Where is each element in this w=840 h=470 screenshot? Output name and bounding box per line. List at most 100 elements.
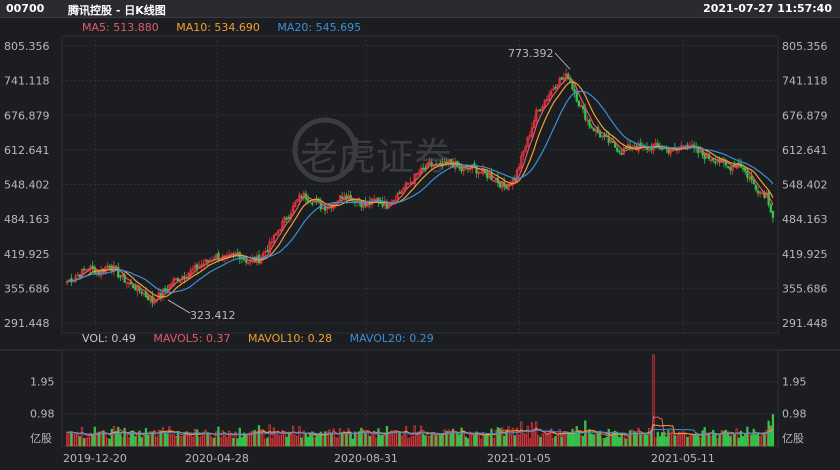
volume-bar xyxy=(268,424,271,447)
volume-bar xyxy=(398,432,401,447)
volume-bar xyxy=(330,433,333,447)
volume-bar xyxy=(483,434,487,447)
candle-body xyxy=(520,155,523,169)
volume-bar xyxy=(185,431,188,447)
date-tick: 2020-04-28 xyxy=(185,452,249,465)
volume-bar xyxy=(375,437,378,447)
candle-body xyxy=(277,230,280,235)
volume-bar xyxy=(754,434,758,447)
candle-body xyxy=(752,179,755,185)
volume-bar xyxy=(641,435,644,447)
volume-bar xyxy=(217,426,220,447)
candle-body xyxy=(515,169,519,182)
candle-body xyxy=(409,181,412,184)
volume-bar xyxy=(537,435,540,447)
price-tick-right: 805.356 xyxy=(782,40,828,53)
volume-bar xyxy=(690,434,694,447)
volume-bar xyxy=(526,425,529,447)
price-tick-left: 805.356 xyxy=(4,40,50,53)
candle-body xyxy=(748,177,751,179)
candle-body xyxy=(164,288,167,291)
candle-body xyxy=(601,135,604,138)
volume-bar xyxy=(317,435,320,447)
candle-body xyxy=(611,141,615,143)
candle-body xyxy=(268,241,271,254)
candle-body xyxy=(552,88,555,91)
volume-bar xyxy=(334,437,337,447)
candle-body xyxy=(607,135,610,143)
candle-body xyxy=(85,269,88,271)
volume-bar xyxy=(494,429,497,447)
candle-body xyxy=(70,277,73,283)
volume-bar xyxy=(349,433,352,447)
volume-bar xyxy=(106,438,109,447)
volume-bar xyxy=(114,430,118,447)
date-tick: 2021-05-11 xyxy=(651,452,715,465)
volume-bar xyxy=(712,429,715,447)
candle-body xyxy=(417,172,421,175)
volume-bar xyxy=(643,434,647,447)
volume-bar xyxy=(569,433,572,447)
candle-body xyxy=(558,77,561,85)
candle-body xyxy=(136,284,139,292)
volume-bar xyxy=(628,430,632,447)
candle-body xyxy=(588,120,591,127)
volume-bar xyxy=(362,429,365,447)
volume-bar xyxy=(166,433,169,447)
volume-bar xyxy=(492,438,495,447)
volume-bar xyxy=(596,432,600,447)
volume-bar xyxy=(323,431,327,447)
volume-bar xyxy=(750,434,753,447)
volume-bar xyxy=(132,430,135,447)
volume-bar xyxy=(85,437,88,447)
volume-bar xyxy=(164,431,167,447)
volume-bar xyxy=(763,432,766,447)
candle-body xyxy=(454,161,457,169)
watermark-logo-icon xyxy=(292,117,358,183)
volume-bar xyxy=(193,428,197,447)
volume-bar xyxy=(488,435,491,447)
volume-bar xyxy=(652,354,655,447)
volume-bar xyxy=(221,430,224,447)
volume-bar xyxy=(769,425,772,447)
volume-bar xyxy=(588,429,591,447)
candle-body xyxy=(741,167,745,170)
volume-bar xyxy=(155,436,158,447)
candle-body xyxy=(360,200,363,208)
candle-body xyxy=(541,106,544,110)
volume-bar xyxy=(735,428,738,447)
volume-bar xyxy=(332,428,335,447)
volume-bar xyxy=(80,427,84,447)
volume-bar xyxy=(355,432,359,447)
date-tick: 2019-12-20 xyxy=(63,452,127,465)
volume-bar xyxy=(181,436,184,447)
volume-bar xyxy=(285,436,288,447)
volume-bar xyxy=(257,425,261,447)
volume-bar xyxy=(87,437,90,447)
price-tick-left: 291.448 xyxy=(4,317,50,330)
volume-bar xyxy=(213,437,216,447)
volume-bar xyxy=(503,435,506,447)
mavol20-label: MAVOL20: 0.29 xyxy=(349,332,434,345)
price-tick-right: 741.118 xyxy=(782,75,828,88)
volume-bar xyxy=(686,436,689,447)
mavol20-line xyxy=(67,428,774,435)
candle-body xyxy=(321,207,325,210)
candle-body xyxy=(413,173,416,185)
candle-body xyxy=(341,196,344,200)
candle-body xyxy=(618,150,621,153)
volume-bar xyxy=(581,435,585,447)
candle-body xyxy=(522,151,525,156)
volume-bar xyxy=(210,437,214,447)
volume-bar xyxy=(682,431,685,447)
volume-bar xyxy=(543,431,546,447)
candle-body xyxy=(624,147,627,150)
price-tick-left: 741.118 xyxy=(4,75,50,88)
candle-body xyxy=(117,267,120,278)
volume-bar xyxy=(208,434,212,447)
candle-body xyxy=(545,98,549,102)
candle-body xyxy=(727,165,730,168)
candle-body xyxy=(498,181,502,188)
volume-bar xyxy=(635,432,638,447)
